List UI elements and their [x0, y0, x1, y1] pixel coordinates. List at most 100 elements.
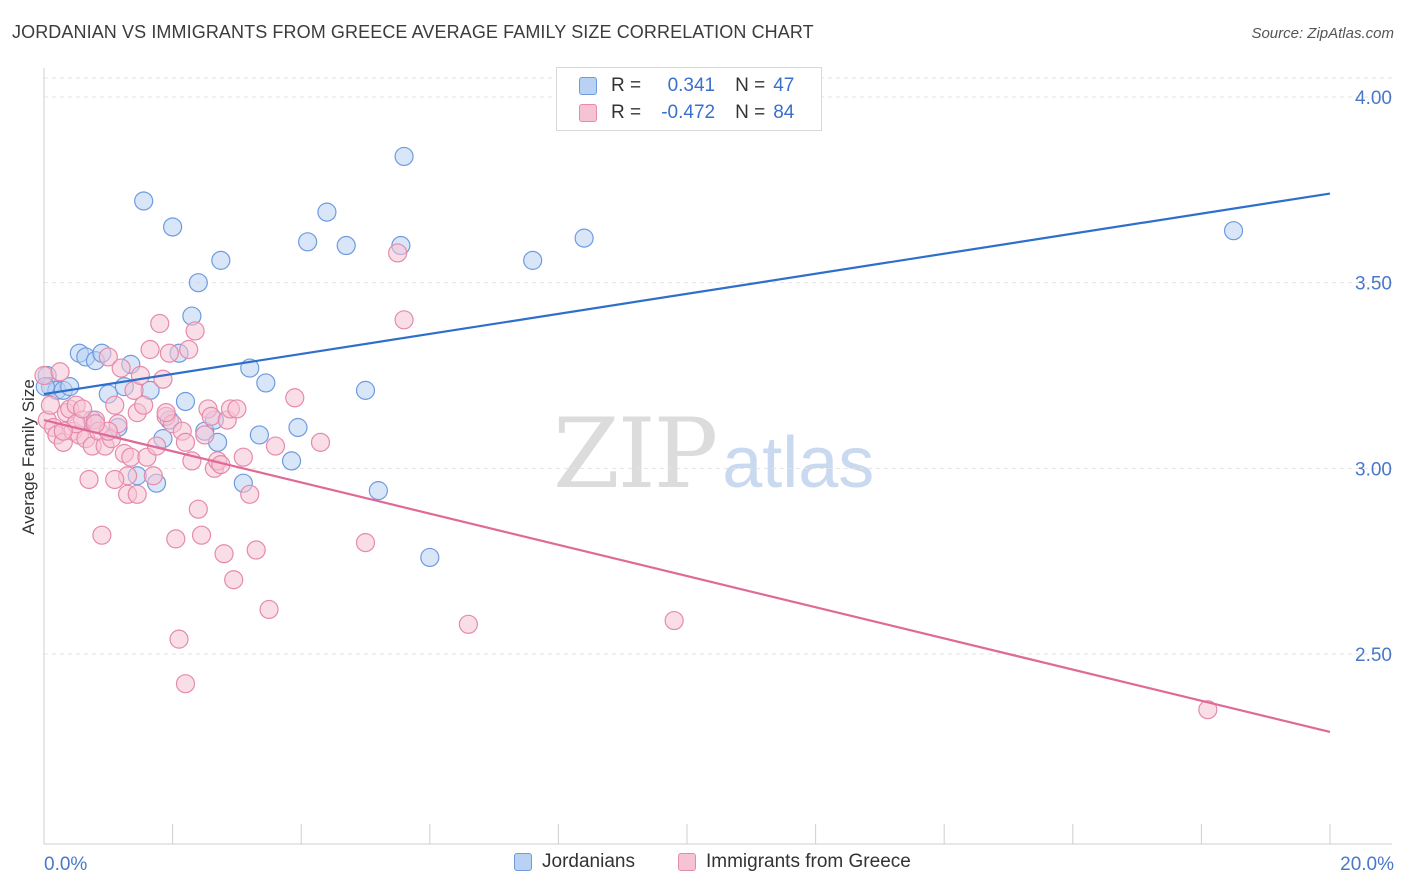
point-greece: [127, 484, 147, 504]
point-jordanians: [574, 228, 594, 248]
point-greece: [195, 425, 215, 445]
point-jordanians: [288, 417, 308, 438]
legend-r-value: 0.341: [667, 75, 716, 96]
point-greece: [458, 614, 478, 634]
series-swatch-pink: [678, 853, 696, 871]
point-greece: [79, 469, 99, 490]
point-jordanians: [1223, 221, 1244, 241]
point-greece: [355, 532, 376, 553]
legend-swatch-blue: [579, 77, 597, 95]
point-greece: [259, 599, 279, 620]
point-greece: [179, 339, 199, 360]
point-greece: [394, 310, 414, 330]
point-greece: [201, 406, 221, 426]
point-jordanians: [420, 547, 440, 568]
watermark-atlas: atlas: [722, 423, 875, 503]
series-legend-label: Immigrants from Greece: [706, 851, 911, 872]
point-greece: [166, 529, 186, 549]
point-greece: [121, 447, 141, 467]
point-greece: [111, 358, 131, 378]
point-greece: [185, 321, 205, 341]
point-jordanians: [163, 217, 183, 237]
watermark: ZIPatlas: [553, 398, 874, 510]
point-greece: [72, 399, 93, 419]
point-jordanians: [281, 451, 302, 471]
point-greece: [246, 540, 266, 560]
series-swatch-blue: [514, 853, 532, 871]
trend-line-greece: [43, 418, 1331, 734]
x-tick-label-max: 20.0%: [1340, 854, 1394, 875]
point-greece: [134, 395, 154, 415]
tick-labels: 2.50 3.00 3.50 4.00 0.0% 20.0% Average Family …: [19, 88, 1394, 875]
point-greece: [105, 395, 125, 415]
point-jordanians: [317, 202, 337, 222]
y-tick-label: 2.50: [1355, 645, 1392, 666]
point-greece: [130, 365, 151, 386]
point-greece: [388, 243, 408, 263]
legend-swatch-pink: [579, 104, 597, 122]
point-jordanians: [211, 250, 231, 270]
point-jordanians: [256, 373, 276, 393]
point-greece: [285, 388, 305, 408]
y-tick-label: 3.00: [1355, 459, 1392, 480]
point-greece: [188, 499, 208, 519]
y-tick-label: 3.50: [1355, 274, 1392, 295]
series-legend-jordanians: Jordanians: [514, 851, 635, 873]
point-greece: [227, 399, 247, 419]
point-greece: [1198, 700, 1218, 720]
point-jordanians: [134, 191, 154, 211]
point-jordanians: [175, 391, 196, 412]
legend-n-label: N =: [735, 75, 766, 96]
point-jordanians: [336, 235, 356, 256]
series-legend-label: Jordanians: [542, 851, 635, 872]
data-points: [34, 146, 1244, 720]
point-greece: [98, 347, 118, 367]
point-greece: [175, 432, 196, 452]
point-greece: [105, 469, 125, 490]
legend-n-value: 47: [773, 75, 795, 96]
y-tick-label: 4.00: [1355, 88, 1392, 109]
point-greece: [159, 343, 179, 363]
point-greece: [224, 570, 244, 590]
point-jordanians: [298, 232, 318, 252]
source-label: Source: ZipAtlas.com: [1251, 25, 1394, 42]
point-jordanians: [249, 425, 270, 445]
y-axis-label: Average Family Size: [19, 379, 38, 535]
point-greece: [92, 525, 112, 545]
point-greece: [664, 610, 684, 631]
watermark-zip: ZIP: [553, 398, 718, 510]
point-greece: [140, 339, 160, 360]
point-greece: [143, 466, 163, 486]
legend-row-jordanians: R = 0.341 N = 47: [579, 74, 794, 98]
point-greece: [240, 484, 260, 504]
trend-lines: [43, 192, 1331, 734]
point-jordanians: [523, 250, 543, 270]
point-greece: [191, 525, 212, 545]
point-greece: [233, 447, 253, 467]
series-legend-greece: Immigrants from Greece: [678, 851, 911, 873]
point-greece: [50, 362, 70, 382]
point-greece: [175, 674, 196, 694]
point-greece: [153, 369, 173, 389]
point-greece: [214, 544, 234, 564]
axes: [43, 68, 1392, 845]
point-greece: [150, 313, 170, 334]
series-legend: Jordanians Immigrants from Greece: [0, 851, 1406, 877]
point-jordanians: [188, 273, 208, 293]
legend-row-greece: R = -0.472 N = 84: [579, 101, 794, 125]
chart-title: JORDANIAN VS IMMIGRANTS FROM GREECE AVER…: [12, 22, 814, 42]
x-tick-label-min: 0.0%: [44, 854, 87, 875]
legend-r-label: R =: [611, 75, 642, 96]
point-greece: [310, 432, 331, 452]
correlation-legend: R = 0.341 N = 47 R = -0.472 N = 84: [556, 67, 822, 131]
legend-r-label: R =: [611, 102, 642, 123]
point-greece: [40, 395, 61, 415]
point-jordanians: [394, 146, 414, 167]
legend-n-label: N =: [735, 102, 766, 123]
point-jordanians: [368, 481, 388, 501]
legend-r-value: -0.472: [661, 102, 716, 123]
point-greece: [156, 403, 176, 423]
legend-n-value: 84: [773, 102, 795, 123]
point-jordanians: [355, 380, 376, 400]
